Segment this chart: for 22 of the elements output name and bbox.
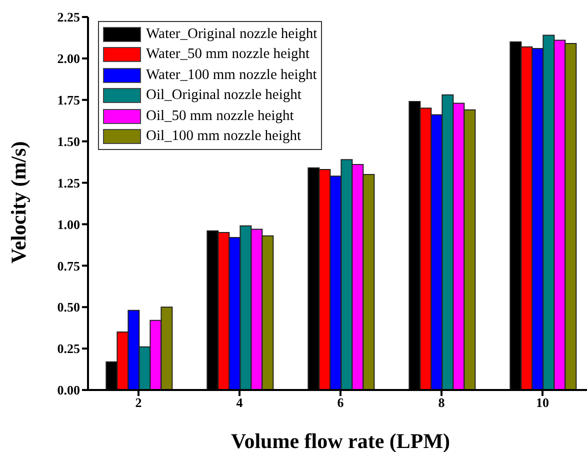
- legend-label: Water_Original nozzle height: [146, 26, 318, 43]
- y-tick-label: 1.25: [57, 175, 80, 190]
- y-tick-label: 1.50: [57, 134, 80, 149]
- y-tick-label: 1.00: [57, 216, 80, 232]
- x-tick-label: 6: [337, 395, 344, 410]
- y-tick-label: 2.25: [57, 10, 80, 25]
- legend-label: Oil_100 mm nozzle height: [146, 128, 302, 146]
- y-tick-label: 2.00: [57, 51, 80, 66]
- y-tick-label: 0.50: [57, 300, 80, 315]
- y-tick-label: 0.25: [57, 341, 80, 356]
- y-tick-label: 0.00: [57, 382, 80, 398]
- y-tick-label: 1.75: [57, 92, 80, 108]
- legend-label: Water_50 mm nozzle height: [146, 46, 310, 64]
- legend-label: Oil_Original nozzle height: [146, 87, 302, 104]
- x-tick-label: 8: [438, 395, 446, 410]
- legend-label: Water_100 mm nozzle height: [146, 66, 317, 84]
- x-tick-label: 4: [236, 395, 244, 410]
- y-axis-title: Velocity (m/s): [6, 141, 30, 264]
- x-tick-label: 2: [135, 395, 142, 410]
- y-tick-label: 0.75: [57, 258, 80, 274]
- legend-label: Oil_50 mm nozzle height: [146, 108, 294, 125]
- x-tick-label: 10: [536, 395, 549, 410]
